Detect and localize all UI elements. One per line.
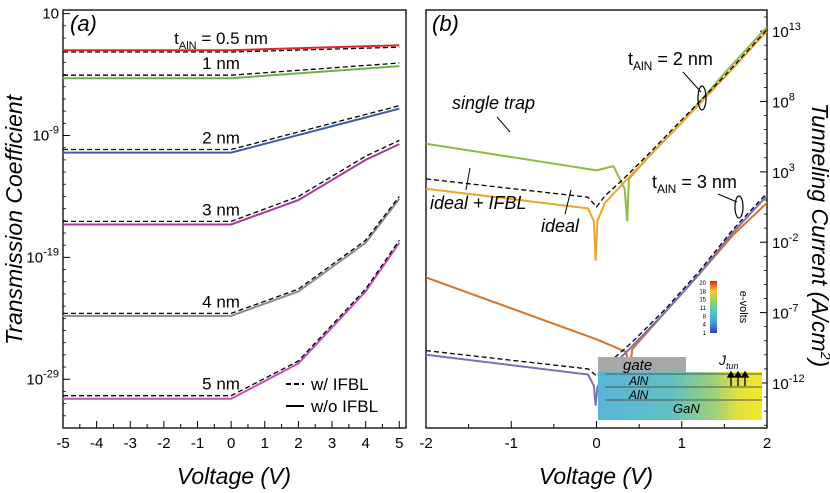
x-tick-label: 2: [294, 435, 302, 452]
curve-label: 2 nm: [202, 129, 240, 148]
x-tick-label: 3: [328, 435, 336, 452]
colorbar-tick-label: 4: [703, 323, 707, 329]
x-tick-label: 5: [395, 435, 403, 452]
panel-a-frame: [62, 9, 407, 429]
legend-solid-label: w/o IFBL: [310, 397, 378, 416]
panel-b-x-axis-label: Voltage (V): [539, 463, 653, 489]
y-tick-label: 10-12: [772, 373, 805, 393]
curve-label: tAlN = 0.5 nm: [174, 29, 268, 52]
y-tick-label: 10-2: [772, 232, 798, 252]
x-tick-label: 1: [678, 435, 686, 452]
series-line: [426, 29, 767, 209]
inset-colorbar: 20 18 15 11 8 4 1 e-volts: [699, 281, 749, 337]
annotation-ideal-leader: [564, 189, 572, 215]
series-line-solid: [63, 198, 401, 317]
panel-b-label: (b): [432, 11, 459, 36]
curve-label: 1 nm: [202, 54, 240, 73]
colorbar-tick-label: 1: [703, 331, 707, 337]
panel-a-series: [63, 44, 401, 400]
panel-a-label: (a): [70, 11, 97, 36]
y-tick-label: 1013: [772, 21, 801, 41]
y-tick-label: 10: [42, 6, 59, 23]
annotation-tAlN-2nm: tAlN = 2 nm: [628, 49, 713, 73]
x-tick-label: -5: [56, 435, 69, 452]
annotation-ideal-ifbl-leader: [465, 167, 471, 191]
colorbar-tick-label: 18: [699, 289, 706, 295]
inset-background: [598, 372, 762, 420]
series-line-solid: [63, 107, 400, 154]
panel-a-legend: w/ IFBL w/o IFBL: [286, 375, 378, 416]
panel-a-curve-labels: tAlN = 0.5 nm 1 nm 2 nm 3 nm 4 nm 5 nm: [174, 29, 268, 393]
y-tick-label: 10-19: [26, 246, 59, 266]
series-line-dashed: [63, 105, 400, 151]
curve-label: 3 nm: [202, 200, 240, 219]
inset-aln-bottom-label: AlN: [628, 388, 649, 402]
x-tick-label: 2: [763, 435, 771, 452]
x-tick-label: -4: [90, 435, 103, 452]
annotation-ideal: ideal: [541, 216, 580, 236]
x-tick-label: -1: [505, 435, 518, 452]
colorbar-tick-label: 8: [703, 314, 707, 320]
annotation-single-trap: single trap: [452, 93, 535, 113]
panel-a-ticks: -5 -4 -3 -2 -1 0 1 2 3 4 5 10 10-9 10-19 10-29: [26, 6, 403, 452]
panel-b: -2 -1 0 1 2 1013 108 103 10-2 10-7 10-12 (b) tAlN …: [419, 9, 830, 489]
y-tick-label: 10-29: [26, 368, 59, 388]
series-line-dashed: [63, 46, 400, 53]
y-tick-label: 108: [772, 91, 795, 111]
series-line-solid: [63, 242, 401, 400]
x-tick-label: 1: [261, 435, 269, 452]
series-line-solid: [63, 65, 400, 80]
panel-b-ticks: -2 -1 0 1 2 1013 108 103 10-2 10-7 10-12: [419, 16, 805, 452]
x-tick-label: -2: [419, 435, 432, 452]
inset-aln-top-label: AlN: [628, 374, 649, 388]
x-tick-label: 0: [227, 435, 235, 452]
series-line-dashed: [63, 62, 400, 76]
series-line: [426, 192, 767, 377]
x-tick-label: -3: [124, 435, 137, 452]
annotation-3nm-leader: [717, 193, 738, 203]
panel-b-frame: [425, 9, 768, 429]
colorbar-tick-label: 11: [700, 306, 707, 312]
colorbar-tick-label: 15: [699, 298, 706, 304]
annotation-2nm-ellipse: [697, 85, 707, 111]
annotation-ideal-ifbl: ideal + IFBL: [430, 193, 527, 213]
inset-gan-label: GaN: [673, 401, 700, 416]
panel-b-annotations: tAlN = 2 nm tAlN = 3 nm single trap idea…: [430, 49, 744, 236]
panel-a: -5 -4 -3 -2 -1 0 1 2 3 4 5 10 10-9 10-19 10-29 tAlN = …: [1, 6, 407, 489]
inset-gate-label: gate: [623, 357, 652, 374]
curve-label: 4 nm: [202, 292, 240, 311]
annotation-3nm-ellipse: [734, 195, 744, 219]
x-tick-label: -1: [191, 435, 204, 452]
series-line-dashed: [63, 139, 400, 223]
annotation-single-trap-leader: [496, 116, 511, 133]
inset-current-arrows: [726, 370, 750, 386]
panel-a-x-axis-label: Voltage (V): [177, 463, 291, 489]
inset-gate-block: [598, 357, 686, 372]
series-line-dashed: [63, 239, 400, 397]
series-line-solid: [63, 44, 400, 52]
series-line-solid: [63, 143, 400, 226]
annotation-2nm-leader: [682, 71, 702, 93]
colorbar-title: e-volts: [737, 291, 749, 324]
series-line: [426, 30, 767, 261]
x-tick-label: -2: [157, 435, 170, 452]
annotation-tAlN-3nm: tAlN = 3 nm: [652, 172, 737, 196]
x-tick-label: 0: [592, 435, 600, 452]
legend-dashed-label: w/ IFBL: [310, 375, 369, 394]
panel-a-y-axis-label: Transmission Coefficient: [1, 93, 27, 345]
x-tick-label: 4: [361, 435, 369, 452]
inset-jtun-label: Jtun: [718, 352, 739, 371]
panel-b-series: [426, 26, 767, 406]
y-tick-label: 10-7: [772, 303, 798, 323]
device-inset: gate AlN AlN GaN Jtun: [598, 352, 762, 420]
colorbar-ticks: 20 18 15 11 8 4 1: [699, 281, 706, 337]
curve-label: 5 nm: [202, 375, 240, 394]
panel-b-y-axis-label: Tunneling Current (A/cm2): [807, 103, 830, 367]
series-line-dashed: [63, 196, 400, 315]
y-tick-label: 103: [772, 162, 795, 182]
y-tick-label: 10-9: [33, 125, 59, 145]
colorbar-tick-label: 20: [699, 281, 706, 287]
colorbar-strip: [710, 281, 717, 333]
